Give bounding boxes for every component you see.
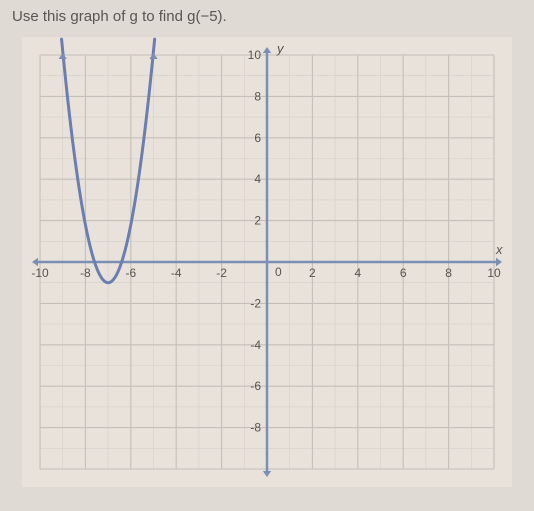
svg-text:8: 8 (254, 89, 261, 103)
svg-text:6: 6 (400, 266, 407, 280)
svg-text:8: 8 (445, 266, 452, 280)
graph-svg: -10-8-6-4-20246810-8-6-4-2246810yx (22, 37, 512, 487)
svg-text:-8: -8 (250, 421, 261, 435)
page-title: Use this graph of g to find g(−5). (12, 8, 522, 25)
svg-text:2: 2 (254, 214, 261, 228)
svg-text:-10: -10 (31, 266, 49, 280)
svg-text:-8: -8 (80, 266, 91, 280)
svg-text:10: 10 (248, 48, 262, 62)
svg-text:-2: -2 (216, 266, 227, 280)
svg-text:-6: -6 (125, 266, 136, 280)
svg-text:-2: -2 (250, 296, 261, 310)
graph-container: -10-8-6-4-20246810-8-6-4-2246810yx (22, 37, 512, 487)
svg-text:4: 4 (354, 266, 361, 280)
svg-text:2: 2 (309, 266, 316, 280)
svg-text:4: 4 (254, 172, 261, 186)
svg-text:-4: -4 (250, 338, 261, 352)
svg-text:10: 10 (487, 266, 501, 280)
svg-text:6: 6 (254, 131, 261, 145)
svg-text:x: x (495, 242, 503, 257)
svg-text:-6: -6 (250, 379, 261, 393)
svg-text:0: 0 (275, 265, 282, 279)
svg-text:-4: -4 (171, 266, 182, 280)
